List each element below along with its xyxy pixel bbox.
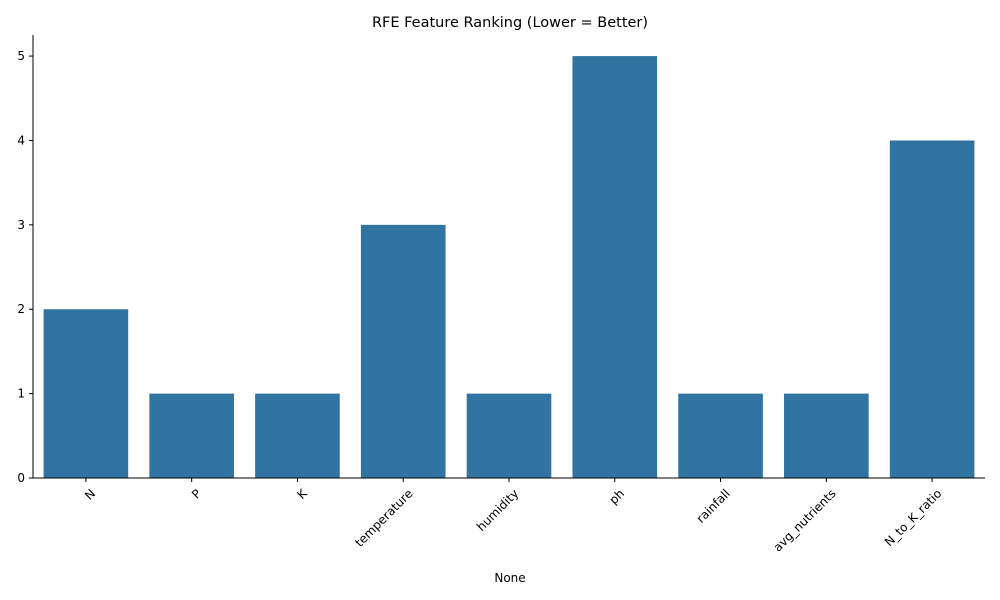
y-tick-label-3: 3	[17, 218, 25, 232]
x-tick-label-K: K	[294, 486, 310, 502]
y-axis: 0 1 2 3 4 5	[17, 35, 34, 485]
bar-N_to_K_ratio	[889, 140, 975, 478]
x-tick-label-ph: ph	[606, 486, 627, 507]
y-tick-label-5: 5	[17, 49, 25, 63]
bar-P	[149, 393, 234, 478]
y-tick-label-1: 1	[17, 387, 25, 401]
y-tick-label-2: 2	[17, 302, 25, 316]
bar-ph	[572, 56, 658, 478]
x-axis-label: None	[494, 571, 525, 585]
bar-avg_nutrients	[784, 393, 869, 478]
x-tick-label-temperature: temperature	[352, 486, 415, 549]
x-tick-label-humidity: humidity	[474, 486, 521, 533]
y-tick-label-4: 4	[17, 133, 25, 147]
bar-K	[255, 393, 340, 478]
bar-humidity	[466, 393, 552, 478]
x-tick-label-N: N	[82, 486, 98, 502]
y-tick-label-0: 0	[17, 471, 25, 485]
bars-group	[43, 56, 975, 478]
x-tick-label-rainfall: rainfall	[694, 486, 733, 525]
x-tick-label-avg_nutrients: avg_nutrients	[771, 486, 839, 554]
bar-rainfall	[678, 393, 763, 478]
x-tick-label-P: P	[189, 486, 204, 501]
bar-N	[43, 309, 129, 478]
bar-temperature	[360, 224, 446, 478]
x-tick-label-N_to_K_ratio: N_to_K_ratio	[882, 486, 945, 549]
chart-title: RFE Feature Ranking (Lower = Better)	[372, 15, 648, 31]
